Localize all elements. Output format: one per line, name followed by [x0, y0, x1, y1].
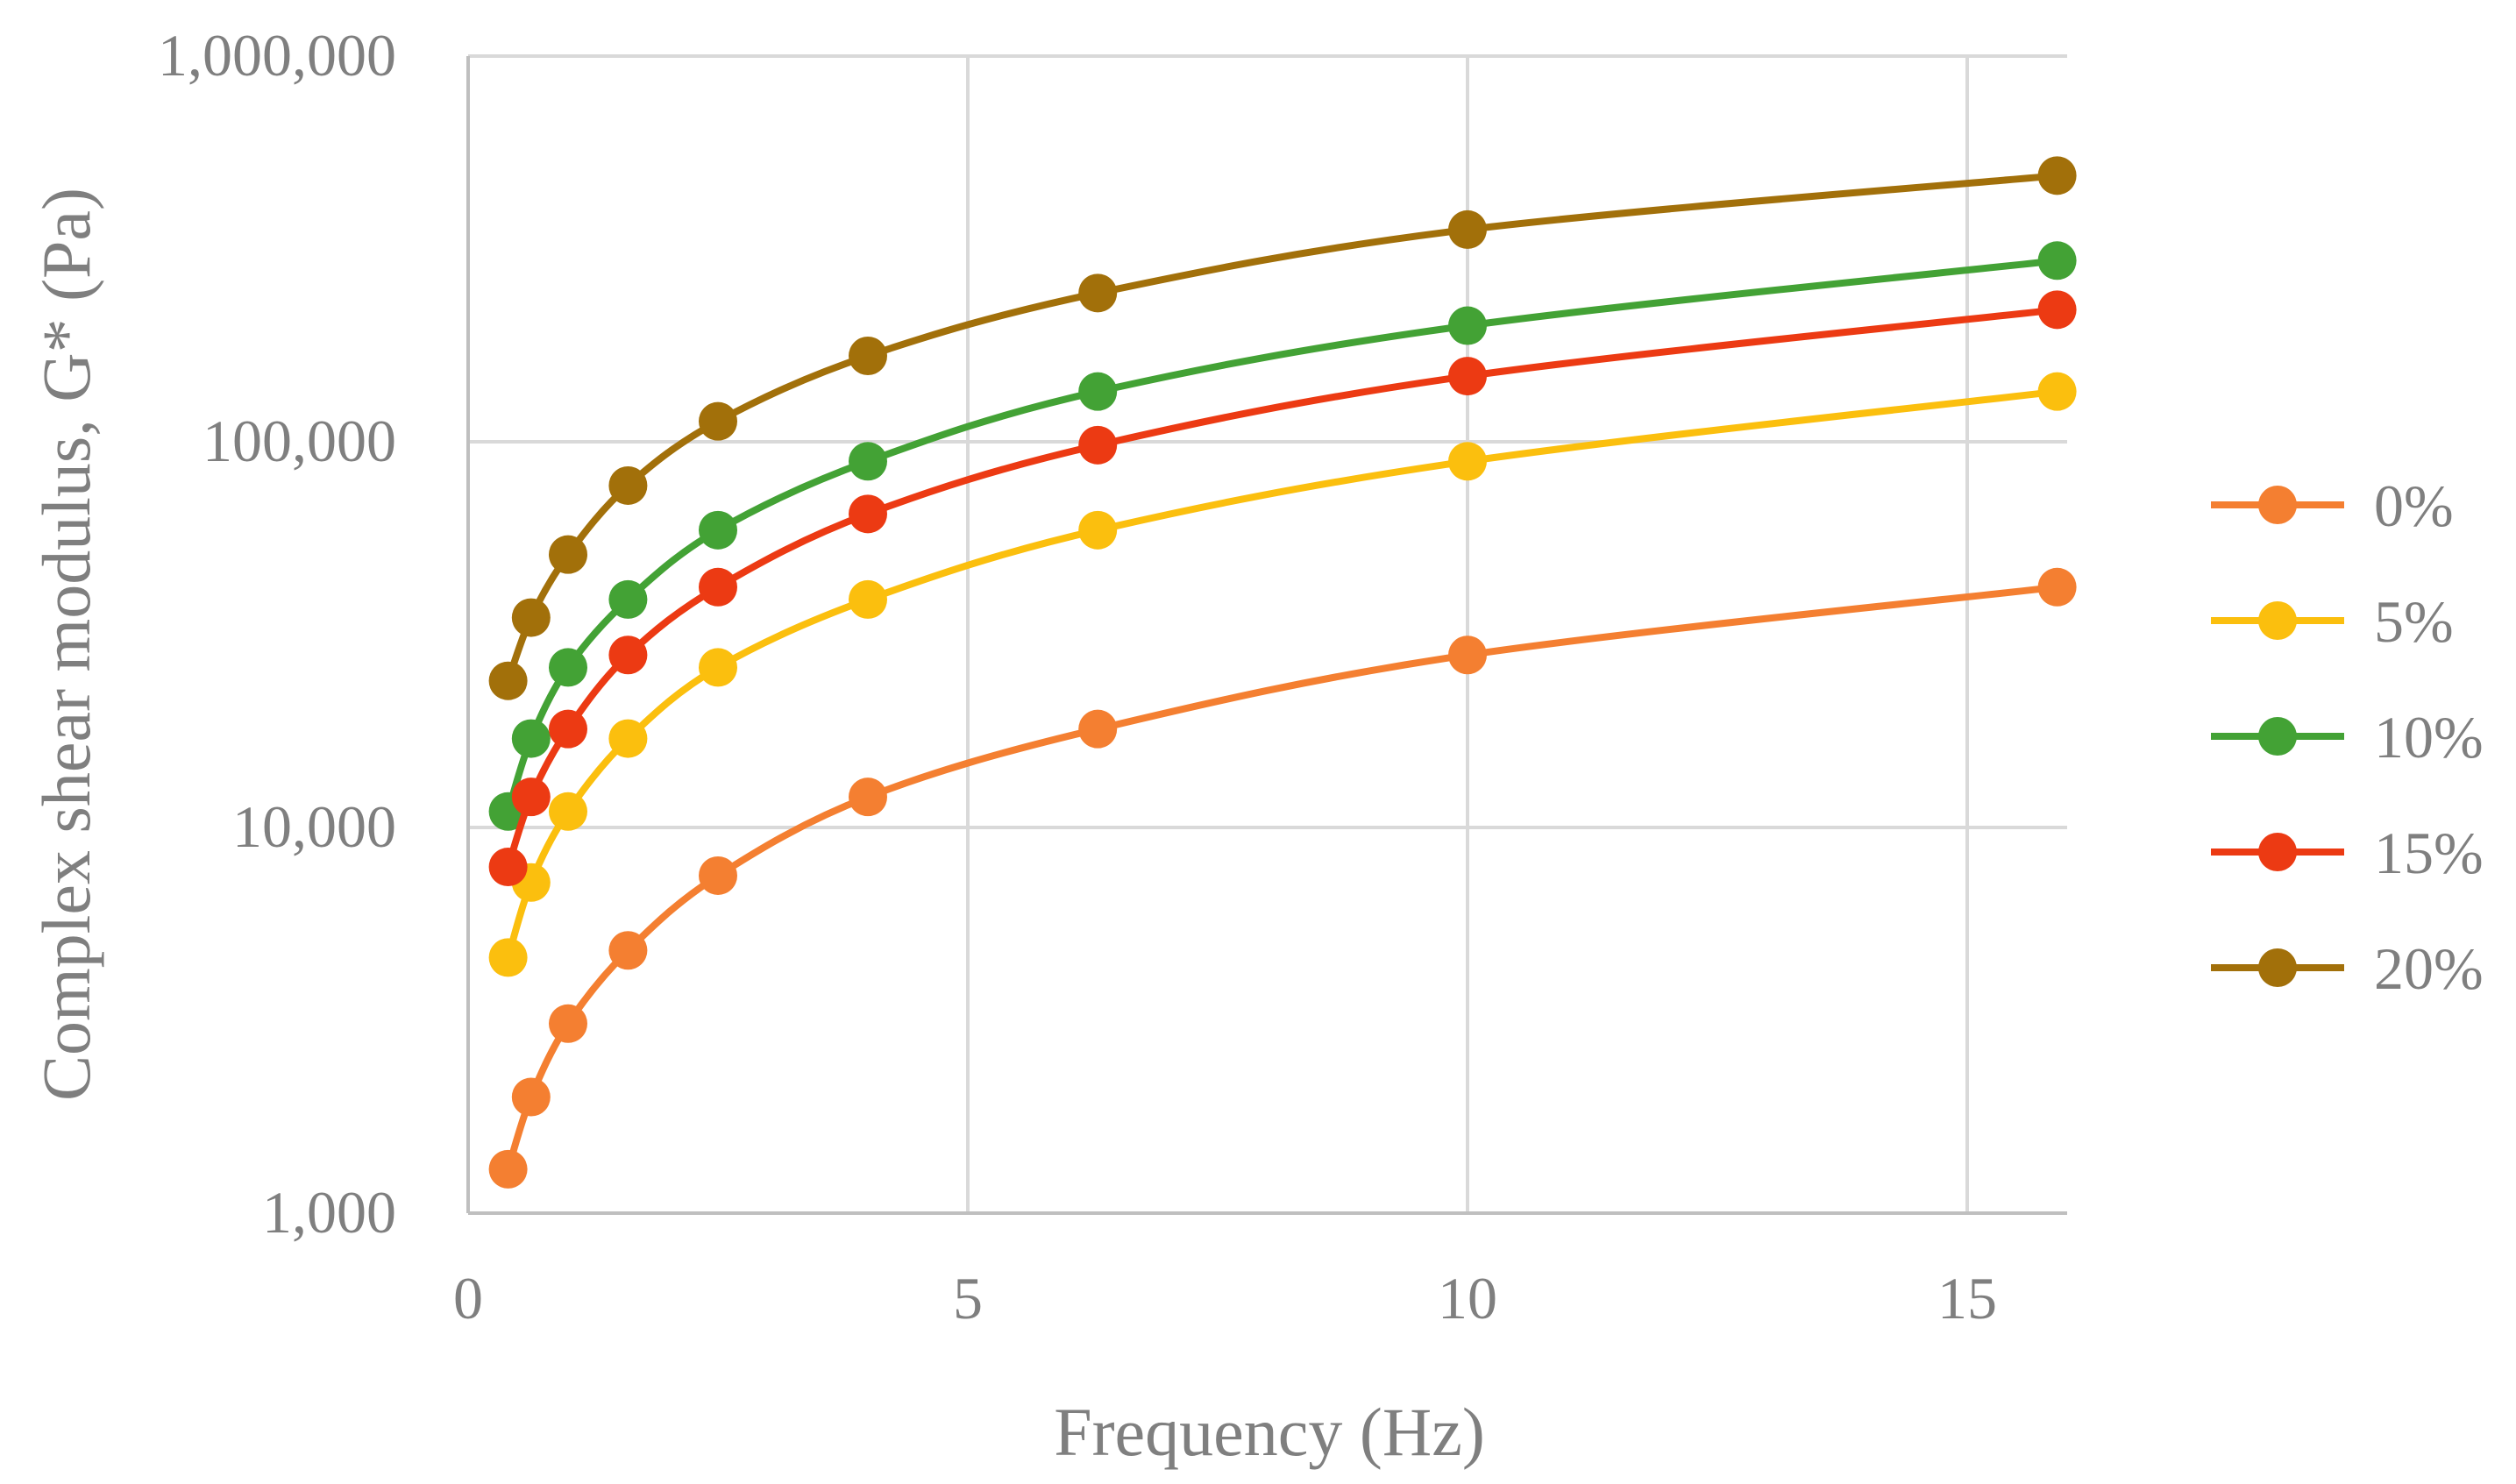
- data-point: [549, 535, 587, 574]
- data-point: [608, 579, 648, 619]
- data-point: [608, 635, 648, 675]
- y-tick-label: 1,000,000: [158, 22, 396, 89]
- data-point: [511, 719, 551, 758]
- data-point: [488, 661, 528, 700]
- data-point: [1448, 357, 1487, 396]
- data-point: [1448, 635, 1487, 675]
- x-tick-label: 15: [1937, 1265, 1997, 1331]
- series-group: [488, 156, 2077, 1189]
- legend-label: 10%: [2374, 704, 2484, 770]
- data-point: [488, 1149, 528, 1189]
- data-point: [511, 1077, 551, 1117]
- series-line: [504, 387, 2061, 962]
- data-point: [849, 442, 887, 481]
- data-point: [2037, 156, 2077, 195]
- y-tick-label: 10,000: [232, 793, 396, 860]
- legend-marker-swatch: [2258, 601, 2297, 640]
- series-line: [504, 257, 2061, 815]
- data-point: [549, 709, 587, 749]
- series-line: [504, 306, 2061, 870]
- legend-label: 20%: [2374, 935, 2484, 1002]
- legend-label: 5%: [2374, 588, 2454, 655]
- data-point: [1448, 306, 1487, 345]
- data-point: [608, 465, 648, 505]
- data-point: [488, 848, 528, 887]
- data-point: [699, 510, 737, 550]
- data-point: [1078, 372, 1118, 411]
- legend-item: 10%: [2211, 704, 2484, 770]
- data-point: [608, 931, 648, 970]
- legend-marker-swatch: [2258, 717, 2297, 756]
- legend-item: 20%: [2211, 935, 2484, 1002]
- x-tick-label: 0: [453, 1265, 483, 1331]
- data-point: [2037, 290, 2077, 330]
- series-10pct: [488, 241, 2077, 831]
- data-point: [1448, 209, 1487, 249]
- data-point: [699, 648, 737, 687]
- series-0pct: [488, 567, 2077, 1189]
- data-point: [849, 494, 887, 534]
- data-point: [849, 579, 887, 619]
- legend-item: 0%: [2211, 472, 2454, 539]
- x-tick-label: 10: [1438, 1265, 1497, 1331]
- data-point: [849, 778, 887, 817]
- series-5pct: [488, 372, 2077, 977]
- legend-marker-swatch: [2258, 486, 2297, 524]
- data-point: [1078, 510, 1118, 550]
- data-point: [699, 401, 737, 441]
- data-point: [1078, 709, 1118, 749]
- data-point: [549, 1004, 587, 1043]
- data-point: [849, 337, 887, 376]
- x-axis-title: Frequency (Hz): [1054, 1394, 1485, 1470]
- data-point: [511, 598, 551, 637]
- legend-label: 15%: [2374, 820, 2484, 886]
- legend-label: 0%: [2374, 472, 2454, 539]
- data-point: [2037, 241, 2077, 280]
- series-line: [504, 172, 2061, 685]
- data-point: [1078, 425, 1118, 465]
- series-20pct: [488, 156, 2077, 700]
- data-point: [1078, 273, 1118, 313]
- series-15pct: [488, 290, 2077, 887]
- y-axis-title: Complex shear modulus, G* (Pa): [28, 188, 104, 1101]
- y-tick-label: 1,000: [262, 1179, 396, 1246]
- legend-item: 15%: [2211, 820, 2484, 886]
- legend-marker-swatch: [2258, 833, 2297, 871]
- x-tick-label: 5: [953, 1265, 983, 1331]
- data-point: [549, 792, 587, 831]
- y-tick-label: 100,000: [203, 408, 396, 474]
- data-point: [1448, 442, 1487, 481]
- data-point: [549, 648, 587, 687]
- series-line: [504, 583, 2061, 1173]
- data-point: [511, 778, 551, 817]
- data-point: [608, 719, 648, 758]
- data-point: [2037, 567, 2077, 607]
- axes: 1,000 10,000 100,000 1,000,000 0 5 10 15: [158, 22, 2067, 1331]
- data-point: [699, 567, 737, 607]
- gridlines: [468, 54, 2067, 1213]
- legend: 0% 5% 10% 15% 20%: [2211, 472, 2484, 1002]
- data-point: [488, 938, 528, 977]
- data-point: [699, 856, 737, 895]
- legend-item: 5%: [2211, 588, 2454, 655]
- legend-marker-swatch: [2258, 948, 2297, 987]
- data-point: [2037, 372, 2077, 411]
